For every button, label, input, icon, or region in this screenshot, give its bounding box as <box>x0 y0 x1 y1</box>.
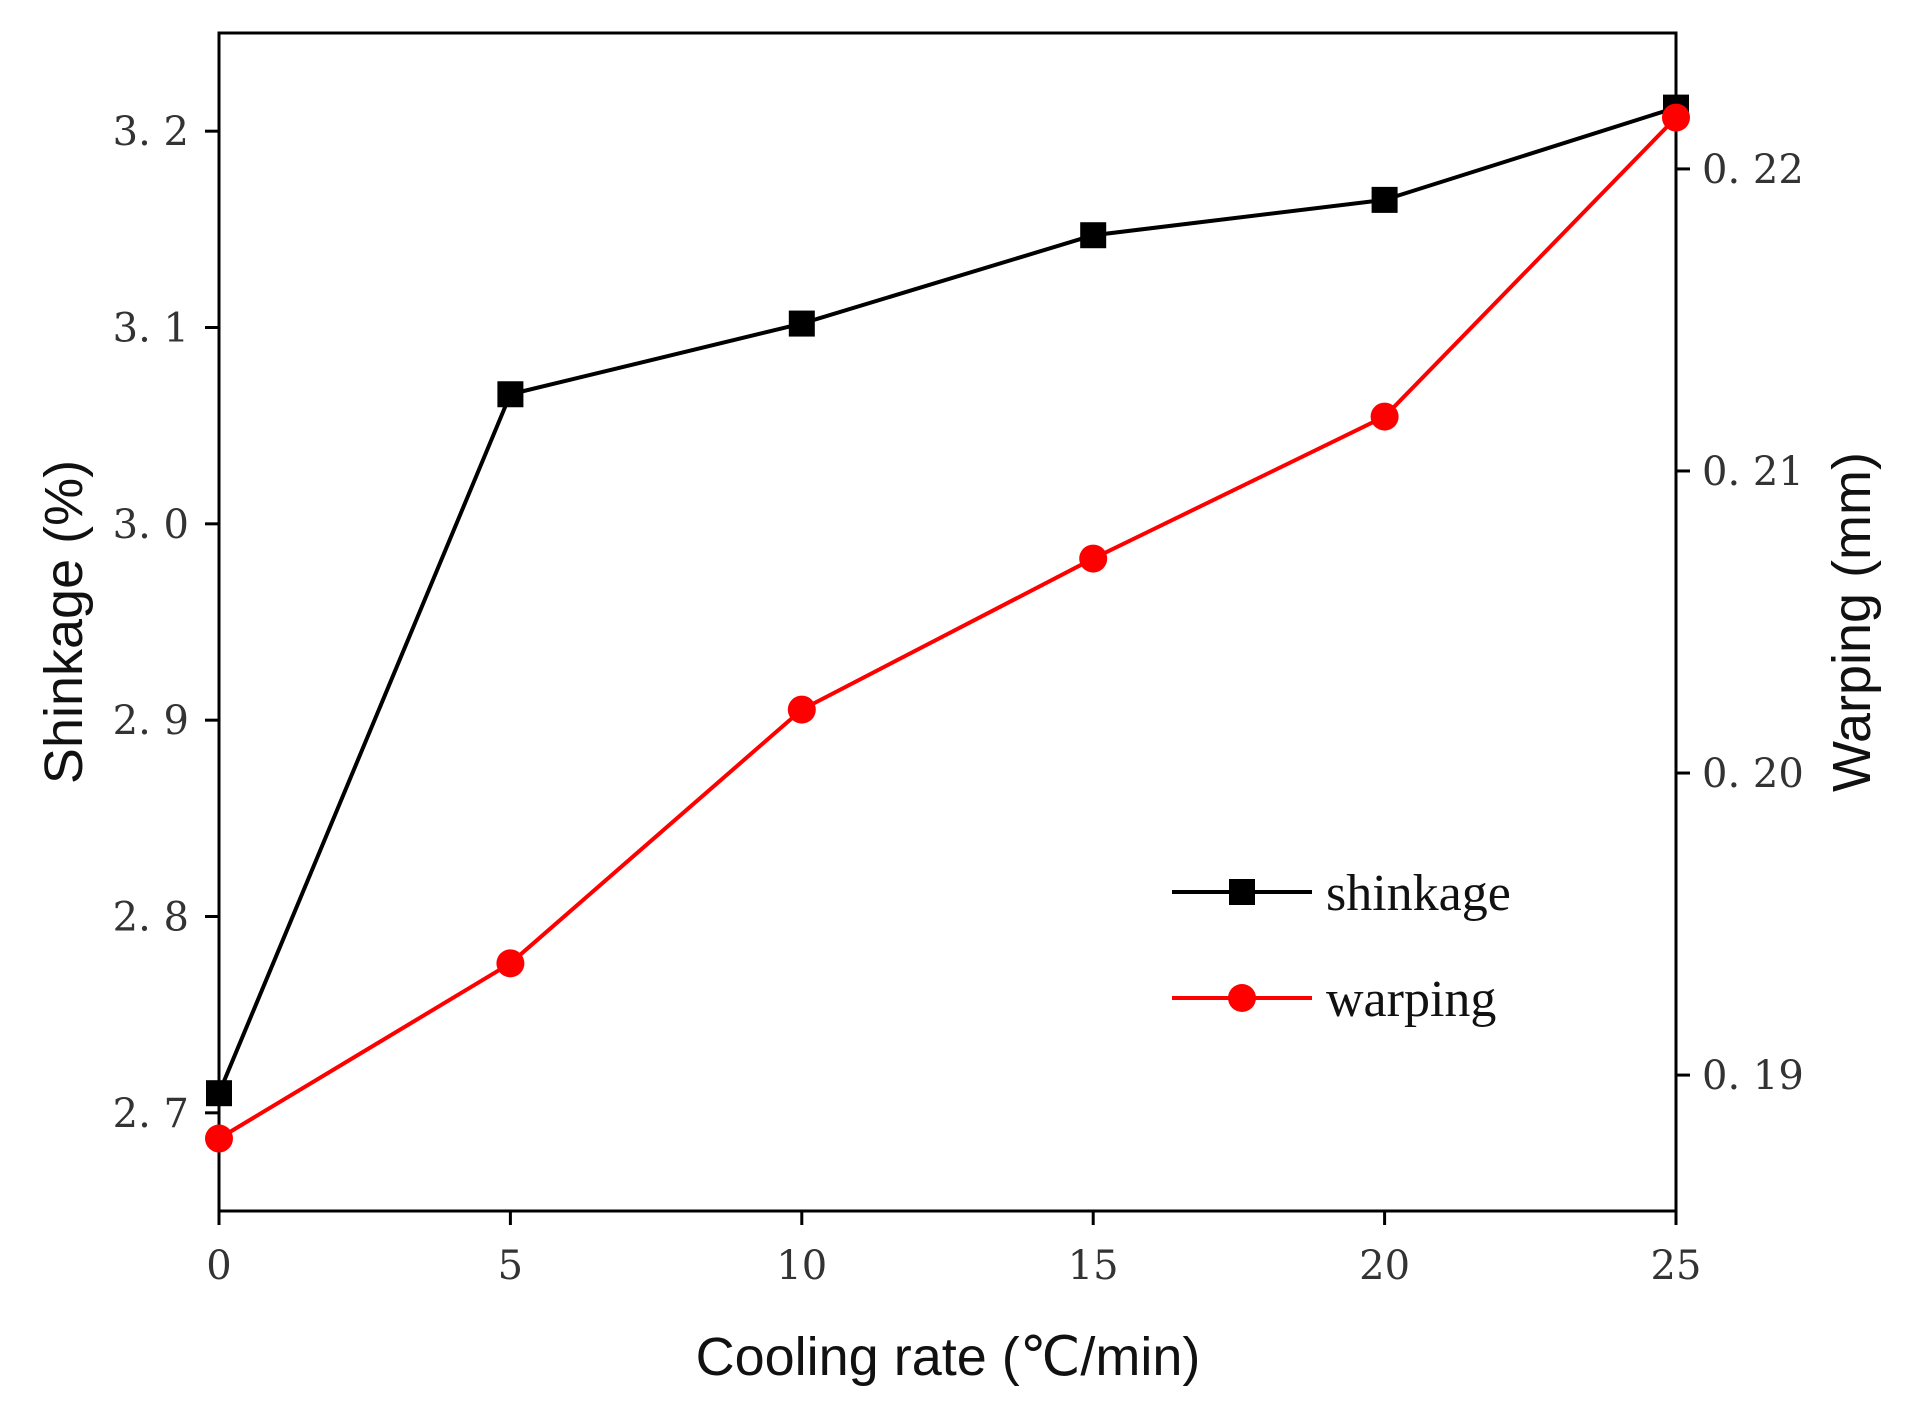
left-y-axis-title: Shinkage (%) <box>34 460 94 784</box>
left-y-tick-label: 2. 8 <box>113 895 189 941</box>
right-y-tick-label: 0. 20 <box>1702 751 1804 797</box>
right-y-tick-label: 0. 22 <box>1702 147 1804 193</box>
x-tick-label: 25 <box>1651 1243 1702 1289</box>
plot-frame <box>217 31 1678 1213</box>
right-y-tick-label: 0. 21 <box>1702 449 1804 495</box>
warping-point <box>1370 402 1399 431</box>
x-tick-label: 0 <box>206 1243 231 1289</box>
legend: shinkage warping <box>1172 865 1511 1028</box>
left-y-tick-label: 2. 9 <box>113 698 189 744</box>
left-y-tick-label: 3. 1 <box>113 306 189 352</box>
left-y-tick-label: 3. 0 <box>113 502 189 548</box>
shinkage-point <box>1080 222 1107 249</box>
left-y-tick-label: 2. 7 <box>113 1091 189 1137</box>
shinkage-point <box>1371 186 1398 213</box>
legend-shinkage-label: shinkage <box>1326 865 1511 922</box>
x-tick-label: 10 <box>776 1243 827 1289</box>
warping-point <box>205 1124 233 1153</box>
warping-line <box>217 116 1678 1141</box>
shinkage-point <box>206 1080 232 1107</box>
right-y-axis-title: Warping (mm) <box>1822 452 1882 792</box>
warping-point <box>496 949 525 978</box>
x-tick-label: 20 <box>1359 1243 1410 1289</box>
left-y-axis-ticks: 2. 7 2. 8 2. 9 3. 0 3. 1 3. 2 <box>113 109 219 1137</box>
legend-shinkage-marker <box>1229 879 1255 905</box>
x-axis-ticks: 0 5 10 15 20 25 <box>206 1211 1701 1289</box>
x-axis-title: Cooling rate (℃/min) <box>696 1327 1201 1387</box>
shinkage-point <box>497 381 524 408</box>
legend-warping-label: warping <box>1326 971 1496 1028</box>
x-tick-label: 15 <box>1068 1243 1119 1289</box>
warping-point <box>1662 103 1690 132</box>
warping-point <box>1079 544 1108 573</box>
right-y-axis-ticks: 0. 19 0. 20 0. 21 0. 22 <box>1676 147 1804 1099</box>
shinkage-point <box>788 310 815 337</box>
shinkage-line <box>217 105 1677 1094</box>
x-tick-label: 5 <box>498 1243 523 1289</box>
left-y-tick-label: 3. 2 <box>113 109 189 155</box>
legend-warping-marker <box>1228 984 1256 1012</box>
right-y-tick-label: 0. 19 <box>1702 1053 1804 1099</box>
series-layer <box>205 94 1690 1153</box>
warping-point <box>787 695 816 724</box>
